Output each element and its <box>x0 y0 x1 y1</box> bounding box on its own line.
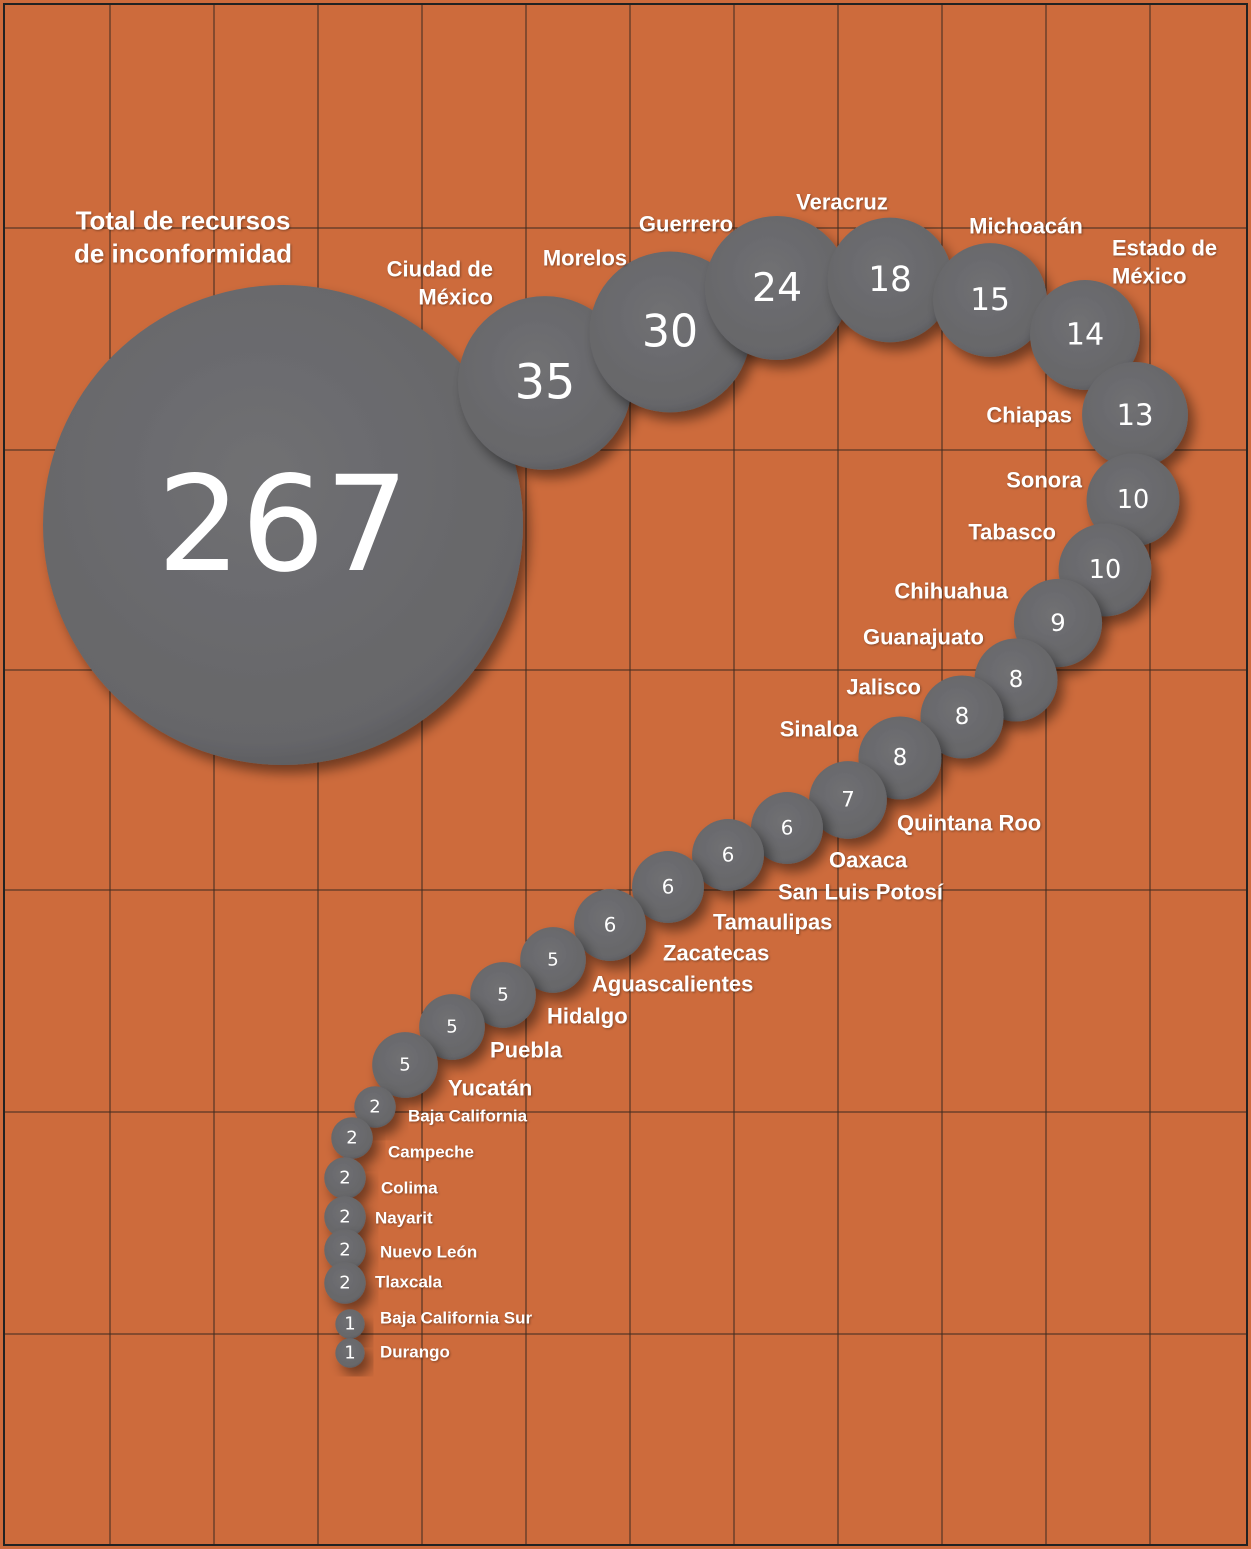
bubble-value: 6 <box>662 876 675 899</box>
bubble-label: Aguascalientes <box>592 971 754 997</box>
bubble-value: 30 <box>642 307 698 358</box>
bubble-label: Oaxaca <box>829 847 908 873</box>
bubble <box>470 962 536 1028</box>
bubble <box>324 1262 366 1304</box>
bubble-label: Tabasco <box>968 519 1056 545</box>
bubble-label: Tlaxcala <box>375 1272 443 1292</box>
bubble <box>1030 280 1140 390</box>
bubble-value: 5 <box>446 1017 457 1038</box>
bubble <box>692 819 764 891</box>
bubble-value: 2 <box>339 1207 350 1228</box>
bubble-label: Zacatecas <box>663 940 770 966</box>
bubble-value: 2 <box>369 1097 380 1118</box>
bubble-label: Baja California <box>408 1106 528 1126</box>
bubble <box>458 296 632 470</box>
bubble-label: Puebla <box>490 1037 563 1063</box>
bubble-label: Quintana Roo <box>897 810 1042 836</box>
bubble-value: 267 <box>157 448 409 602</box>
bubble <box>43 285 523 765</box>
bubble <box>920 675 1004 759</box>
bubble <box>574 889 646 961</box>
bubble-value: 6 <box>604 914 617 937</box>
bubble-value: 8 <box>1009 667 1024 693</box>
bubble <box>1086 453 1180 547</box>
bubble-label: Baja California Sur <box>380 1308 533 1328</box>
bubble-label: Morelos <box>542 245 628 271</box>
bubble <box>335 1309 365 1339</box>
bubble-value: 5 <box>399 1055 410 1076</box>
bubble <box>324 1196 366 1238</box>
bubble <box>419 994 485 1060</box>
bubble-label: Yucatán <box>448 1075 533 1101</box>
bubble-value: 5 <box>547 950 558 971</box>
bubble-label: Sonora <box>1006 467 1082 493</box>
bubble <box>324 1229 366 1271</box>
bubble-value: 2 <box>346 1128 357 1149</box>
bubble <box>335 1338 365 1368</box>
bubble <box>705 216 849 360</box>
bubble-value: 5 <box>497 985 508 1006</box>
bubble-value: 10 <box>1117 485 1150 515</box>
bubble-label: Chiapas <box>986 402 1072 428</box>
bubble-label: Guerrero <box>638 211 734 237</box>
bubble-value: 8 <box>955 704 970 730</box>
bubble-label: Nayarit <box>375 1208 433 1228</box>
bubble-value: 1 <box>344 1314 355 1335</box>
bubble-value: 13 <box>1116 398 1153 432</box>
bubble <box>827 217 953 343</box>
bubble <box>372 1032 438 1098</box>
bubble <box>354 1086 396 1128</box>
bubble-label: Jalisco <box>846 674 921 700</box>
bubble <box>520 927 586 993</box>
bubble-label: Nuevo León <box>380 1242 478 1262</box>
bubble-label: Veracruz <box>796 189 888 215</box>
bubble-value: 7 <box>841 788 855 813</box>
bubble <box>331 1117 373 1159</box>
bubble-value: 14 <box>1066 318 1104 353</box>
bubble-value: 2 <box>339 1168 350 1189</box>
bubble <box>324 1157 366 1199</box>
bubble-label: Guanajuato <box>862 624 984 650</box>
bubble <box>632 851 704 923</box>
bubble-label: Campeche <box>388 1142 474 1162</box>
bubble-label: Estado de México <box>1112 235 1218 289</box>
bubble <box>751 792 823 864</box>
bubble-label: Ciudad de México <box>386 256 493 310</box>
bubble-label: Durango <box>380 1342 450 1362</box>
bubble-label: Chihuahua <box>894 578 1008 604</box>
bubble-value: 24 <box>752 265 802 311</box>
bubble-value: 2 <box>339 1240 350 1261</box>
bubble <box>1082 362 1188 468</box>
bubble-value: 18 <box>868 260 912 300</box>
bubble <box>933 243 1047 357</box>
bubble-value: 2 <box>339 1273 350 1294</box>
bubble-value: 9 <box>1050 609 1065 637</box>
bubble-label: Michoacán <box>969 213 1083 239</box>
bubble-value: 35 <box>515 356 576 411</box>
bubble <box>809 761 887 839</box>
bubble-label: Total de recursos de inconformidad <box>73 205 293 269</box>
bubble-value: 10 <box>1089 555 1122 585</box>
bubble-label: Hidalgo <box>547 1003 628 1029</box>
bubble-value: 6 <box>781 817 794 840</box>
bubble-label: Sinaloa <box>779 716 858 742</box>
frame <box>3 3 1248 1546</box>
bubble-value: 1 <box>344 1343 355 1364</box>
bubble-label: Colima <box>381 1178 438 1198</box>
bubble-value: 15 <box>970 282 1010 318</box>
bubble-value: 6 <box>722 844 735 867</box>
bubble-label: San Luis Potosí <box>778 879 944 905</box>
bubble-label: Tamaulipas <box>713 909 833 935</box>
bubble-value: 8 <box>893 745 908 771</box>
